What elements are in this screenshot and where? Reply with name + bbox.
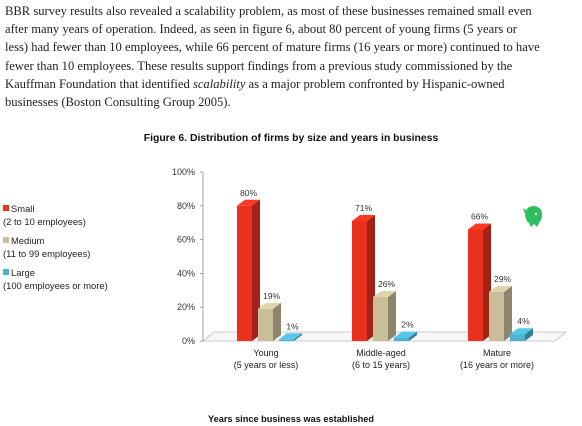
- x-tick-sublabel: (6 to 15 years): [352, 360, 410, 370]
- bar: [394, 337, 409, 341]
- bar-top: [373, 291, 396, 298]
- paragraph-line: BBR survey results also revealed a scala…: [5, 4, 532, 18]
- data-label: 19%: [263, 291, 280, 301]
- y-tick-label: 40%: [177, 268, 195, 278]
- evernote-elephant-icon[interactable]: [523, 206, 543, 227]
- y-tick-label: 60%: [177, 235, 195, 245]
- bar-top: [468, 223, 491, 230]
- y-tick-label: 0%: [182, 336, 195, 346]
- legend-swatch-small: [3, 205, 9, 211]
- bar-top: [237, 199, 260, 206]
- bar-top: [279, 333, 302, 340]
- paragraph-text: Kauffman Foundation that identified: [5, 76, 193, 91]
- bar-side: [409, 331, 417, 341]
- chart-bars: 80% 19% 1% 71% 26% 2% 66% 29% 4%: [237, 188, 533, 341]
- x-tick-label: Young: [253, 348, 278, 358]
- legend-label: Small: [11, 203, 35, 214]
- legend-sublabel: (11 to 99 employees): [3, 247, 91, 259]
- bar-side: [504, 285, 512, 341]
- data-label: 66%: [471, 211, 488, 221]
- legend-entry-medium: Medium (11 to 99 employees): [3, 235, 108, 260]
- legend-entry-small: Small (2 to 10 employees): [3, 203, 108, 228]
- paragraph-line: fewer than 10 employees. These results s…: [5, 58, 513, 73]
- y-tick-label: 20%: [177, 302, 195, 312]
- x-tick-label: Mature: [483, 348, 511, 358]
- bar-side: [294, 333, 302, 341]
- y-tick-label: 80%: [177, 201, 195, 211]
- data-label: 26%: [378, 279, 395, 289]
- y-axis: 0% 20% 40% 60% 80% 100%: [172, 167, 204, 346]
- bar-top: [489, 285, 512, 292]
- paragraph-line: Kauffman Foundation that identified scal…: [5, 75, 579, 93]
- data-label: 29%: [494, 274, 511, 284]
- bar-top: [258, 302, 281, 309]
- paragraph-line: less) had fewer than 10 employees, while…: [5, 40, 540, 55]
- bar: [237, 205, 252, 341]
- figure-title: Figure 6. Distribution of firms by size …: [143, 133, 439, 144]
- data-label: 71%: [355, 203, 372, 213]
- emphasis-text: scalability: [192, 76, 246, 91]
- y-tick-label: 100%: [172, 167, 195, 177]
- bar-side: [273, 302, 281, 341]
- bar-top: [352, 215, 375, 222]
- category-labels: Young (5 years or less) Middle-aged (6 to 1…: [234, 348, 534, 370]
- chart-legend: Small (2 to 10 employees) Medium (11 to …: [3, 203, 108, 300]
- bar: [489, 291, 504, 341]
- body-paragraph: BBR survey results also revealed a scala…: [5, 2, 579, 111]
- x-axis-title: Years since business was established: [208, 414, 374, 424]
- x-tick-sublabel: (5 years or less): [234, 360, 299, 370]
- bar: [352, 221, 367, 341]
- bar: [468, 229, 483, 341]
- bar: [279, 339, 294, 341]
- legend-label: Medium: [11, 235, 45, 247]
- data-label: 2%: [401, 320, 414, 330]
- legend-entry-large: Large (100 employees or more): [3, 267, 108, 292]
- bar-top: [510, 328, 533, 335]
- legend-sublabel: (100 employees or more): [3, 279, 108, 291]
- x-tick-sublabel: (16 years or more): [460, 360, 534, 370]
- bar-side: [388, 291, 396, 341]
- legend-swatch-medium: [3, 237, 9, 244]
- bar-top: [394, 331, 417, 338]
- data-label: 1%: [286, 321, 299, 331]
- bar: [258, 308, 273, 341]
- bar: [510, 334, 525, 341]
- data-label: 80%: [240, 188, 257, 198]
- bar-side: [525, 328, 533, 341]
- legend-label: Large: [11, 267, 35, 279]
- paragraph-text: as a major problem confronted by Hispani…: [245, 76, 505, 91]
- legend-sublabel: (2 to 10 employees): [3, 215, 86, 227]
- bar: [373, 297, 388, 341]
- bar-side: [252, 199, 260, 341]
- legend-swatch-large: [3, 269, 9, 276]
- x-tick-label: Middle-aged: [356, 348, 406, 358]
- paragraph-line: after many years of operation. Indeed, a…: [5, 22, 517, 37]
- data-label: 4%: [517, 316, 530, 326]
- paragraph-line: businesses (Boston Consulting Group 2005…: [5, 95, 231, 110]
